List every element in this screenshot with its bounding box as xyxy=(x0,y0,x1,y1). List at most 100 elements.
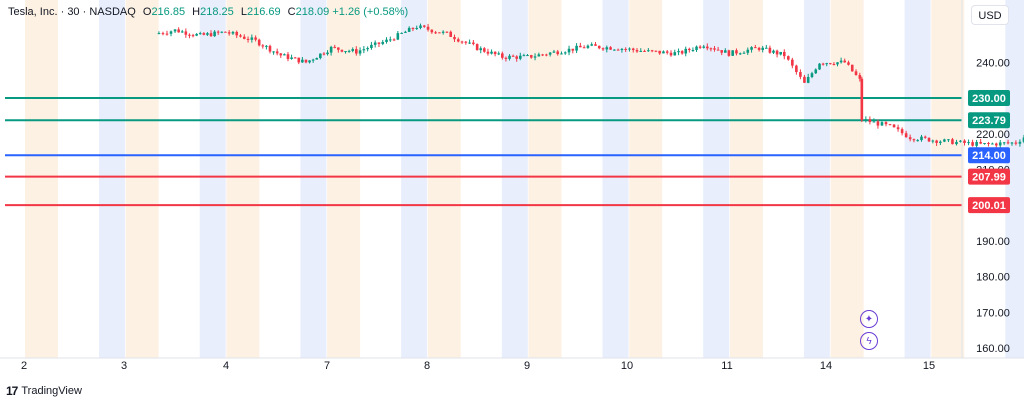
candle-body xyxy=(381,41,385,44)
premarket-band xyxy=(602,0,629,358)
level-label-bg xyxy=(968,90,1010,107)
candle-body xyxy=(716,49,720,51)
premarket-band xyxy=(703,0,730,358)
x-tick-label: 14 xyxy=(820,360,832,372)
candle-body xyxy=(486,51,490,54)
candle-body xyxy=(265,45,268,47)
candles xyxy=(157,23,1024,149)
postmarket-band xyxy=(528,0,562,358)
candle-body xyxy=(231,31,235,34)
candle-body xyxy=(227,32,231,34)
candle-body xyxy=(180,31,184,33)
candle-body xyxy=(275,51,279,54)
open-value: 216.85 xyxy=(151,6,186,18)
candle-body xyxy=(254,37,257,40)
candle-body xyxy=(419,25,422,28)
premarket-band xyxy=(803,0,830,358)
candle-body xyxy=(344,51,347,53)
candle-body xyxy=(322,53,326,55)
candle-body xyxy=(832,63,836,65)
candle-body xyxy=(340,49,344,52)
candle-body xyxy=(818,63,821,70)
candle-body xyxy=(246,38,250,40)
candle-body xyxy=(1022,137,1024,142)
postmarket-band xyxy=(427,0,461,358)
candle-body xyxy=(415,27,419,29)
postmarket-band xyxy=(729,0,763,358)
candle-body xyxy=(430,29,434,33)
candle-body xyxy=(987,143,990,145)
candle-body xyxy=(586,45,590,48)
candle-body xyxy=(888,124,892,126)
open-label: O xyxy=(142,6,152,18)
level-label: 230.00 xyxy=(972,93,1006,105)
candle-body xyxy=(706,46,709,49)
candle-body xyxy=(582,47,586,49)
candle-body xyxy=(821,63,825,65)
candle-body xyxy=(483,48,486,52)
candle-body xyxy=(688,48,691,51)
candle-body xyxy=(239,35,242,37)
currency-button[interactable]: USD xyxy=(971,5,1009,25)
candle-body xyxy=(900,129,904,134)
candle-body xyxy=(308,60,311,63)
candle-body xyxy=(597,45,601,49)
candle-body xyxy=(355,49,358,54)
premarket-band xyxy=(501,0,528,358)
candle-body xyxy=(220,31,224,33)
candle-body xyxy=(191,35,195,37)
candle-body xyxy=(662,51,665,54)
candle-body xyxy=(605,47,609,50)
postmarket-band xyxy=(830,0,864,358)
x-tick-label: 9 xyxy=(524,360,530,372)
candle-body xyxy=(814,69,818,74)
candle-body xyxy=(768,47,772,53)
candle-body xyxy=(195,33,198,36)
candle-body xyxy=(177,29,180,33)
candle-body xyxy=(563,52,567,54)
candle-body xyxy=(639,50,643,52)
x-tick-label: 2 xyxy=(21,360,27,372)
candle-body xyxy=(472,42,475,45)
candle-body xyxy=(754,47,757,49)
candle-body xyxy=(460,41,464,43)
tv-logo-icon: 17 xyxy=(6,384,18,398)
candle-body xyxy=(422,25,426,27)
star-icon[interactable]: ✦ xyxy=(860,310,878,328)
candle-body xyxy=(868,119,872,123)
candle-body xyxy=(311,59,315,61)
candle-body xyxy=(765,47,768,49)
candle-body xyxy=(847,62,850,65)
candle-body xyxy=(860,78,864,121)
candle-body xyxy=(347,50,351,52)
premarket-band xyxy=(401,0,428,358)
candle-body xyxy=(261,45,265,47)
candle-body xyxy=(235,31,239,36)
candle-body xyxy=(392,39,396,41)
lightning-icon[interactable]: ϟ xyxy=(860,332,878,350)
candle-body xyxy=(803,76,806,83)
candle-body xyxy=(304,59,308,63)
candle-body xyxy=(991,143,994,145)
candle-body xyxy=(920,136,923,141)
candle-body xyxy=(548,52,552,55)
candle-body xyxy=(628,48,631,50)
y-tick-label: 220.00 xyxy=(976,129,1010,141)
candle-body xyxy=(713,48,716,50)
tradingview-logo[interactable]: 17 TradingView xyxy=(6,384,82,398)
candle-body xyxy=(1006,142,1010,144)
candle-body xyxy=(724,50,727,53)
candle-body xyxy=(647,50,650,52)
candle-body xyxy=(250,37,254,40)
level-label: 207.99 xyxy=(972,172,1006,184)
candle-body xyxy=(695,46,698,50)
candle-body xyxy=(366,48,369,50)
candle-body xyxy=(358,50,362,54)
candle-body xyxy=(631,48,635,51)
candle-body xyxy=(943,139,946,142)
premarket-band xyxy=(1005,0,1024,358)
candle-body xyxy=(935,140,938,143)
candle-body xyxy=(575,45,578,51)
premarket-band xyxy=(300,0,327,358)
